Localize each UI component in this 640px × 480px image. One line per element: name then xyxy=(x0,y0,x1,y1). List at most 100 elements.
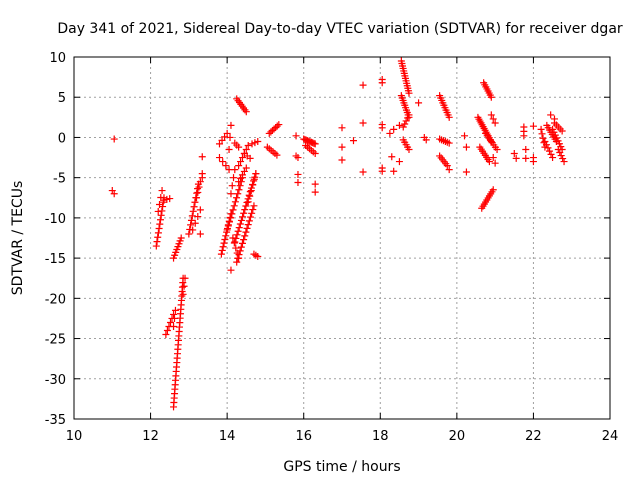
data-point xyxy=(215,154,223,162)
data-point xyxy=(462,168,470,176)
data-point xyxy=(166,195,174,203)
data-point xyxy=(234,190,242,198)
y-tick-label: -35 xyxy=(45,413,66,428)
data-point xyxy=(270,125,278,133)
data-point xyxy=(166,318,174,326)
data-point xyxy=(390,167,398,175)
data-point xyxy=(246,213,254,221)
data-point xyxy=(544,144,552,152)
x-tick-label: 10 xyxy=(66,429,83,444)
data-point xyxy=(294,154,302,162)
data-point xyxy=(246,154,254,162)
data-point xyxy=(547,111,555,119)
data-point xyxy=(338,156,346,164)
data-point xyxy=(196,206,204,214)
data-point xyxy=(181,274,189,282)
data-point xyxy=(378,79,386,87)
data-point xyxy=(154,207,162,215)
data-point xyxy=(267,128,275,136)
data-point xyxy=(170,322,178,330)
data-point xyxy=(244,141,252,149)
plot-frame xyxy=(73,56,611,420)
data-point xyxy=(252,170,260,178)
x-tick-label: 22 xyxy=(525,429,542,444)
data-point xyxy=(549,154,557,162)
data-point xyxy=(247,187,255,195)
data-point xyxy=(156,200,164,208)
data-point xyxy=(231,166,239,174)
data-point xyxy=(235,251,243,259)
data-point xyxy=(248,209,256,217)
data-point xyxy=(489,186,497,194)
data-point xyxy=(250,177,258,185)
data-point xyxy=(311,188,319,196)
data-point xyxy=(217,250,225,258)
data-point xyxy=(390,125,398,133)
data-point xyxy=(559,155,567,163)
data-point xyxy=(187,216,195,224)
data-point xyxy=(487,111,495,119)
data-point xyxy=(177,234,185,242)
data-point xyxy=(220,239,228,247)
data-point xyxy=(538,130,546,138)
data-point xyxy=(162,331,170,339)
data-point xyxy=(242,146,250,154)
axis-ticks xyxy=(73,56,611,420)
data-point xyxy=(395,121,403,129)
data-point xyxy=(386,129,394,137)
data-point xyxy=(218,246,226,254)
data-point xyxy=(510,150,518,158)
data-point xyxy=(489,115,497,123)
data-point xyxy=(254,253,262,261)
data-point xyxy=(243,198,251,206)
data-point xyxy=(198,174,206,182)
data-point xyxy=(171,306,179,314)
data-point xyxy=(155,224,163,232)
data-point xyxy=(404,114,412,122)
data-point xyxy=(359,119,367,127)
data-point xyxy=(445,113,453,121)
y-tick-label: -15 xyxy=(45,252,66,267)
data-point xyxy=(225,146,233,154)
data-point xyxy=(156,220,164,228)
data-point xyxy=(110,190,118,198)
data-point xyxy=(233,194,241,202)
x-tick-label: 20 xyxy=(449,429,466,444)
data-point xyxy=(311,180,319,188)
data-point xyxy=(191,198,199,206)
data-point xyxy=(237,243,245,251)
data-point xyxy=(185,230,193,238)
data-point xyxy=(219,243,227,251)
data-point xyxy=(239,213,247,221)
data-point xyxy=(491,119,499,127)
data-point xyxy=(180,282,188,290)
data-point xyxy=(415,99,423,107)
x-tick-label: 18 xyxy=(372,429,389,444)
data-point xyxy=(237,216,245,224)
data-point xyxy=(338,124,346,132)
data-point xyxy=(558,127,566,135)
data-point xyxy=(189,207,197,215)
data-point xyxy=(250,202,258,210)
data-point xyxy=(163,327,171,335)
y-tick-label: -20 xyxy=(45,292,66,307)
data-point xyxy=(461,132,469,140)
data-point xyxy=(191,219,199,227)
data-point xyxy=(246,192,254,200)
data-point xyxy=(542,141,550,149)
data-point xyxy=(238,239,246,247)
data-point xyxy=(405,146,413,154)
data-point xyxy=(188,212,196,220)
data-point xyxy=(228,210,236,218)
data-point xyxy=(226,133,234,141)
x-axis-label: GPS time / hours xyxy=(283,459,400,475)
data-point xyxy=(275,121,283,129)
data-point xyxy=(242,228,250,236)
data-point xyxy=(235,224,243,232)
data-point xyxy=(294,170,302,178)
data-point xyxy=(338,143,346,151)
data-point xyxy=(237,158,245,166)
data-point xyxy=(254,137,262,145)
data-point xyxy=(227,214,235,222)
data-points xyxy=(108,57,568,411)
